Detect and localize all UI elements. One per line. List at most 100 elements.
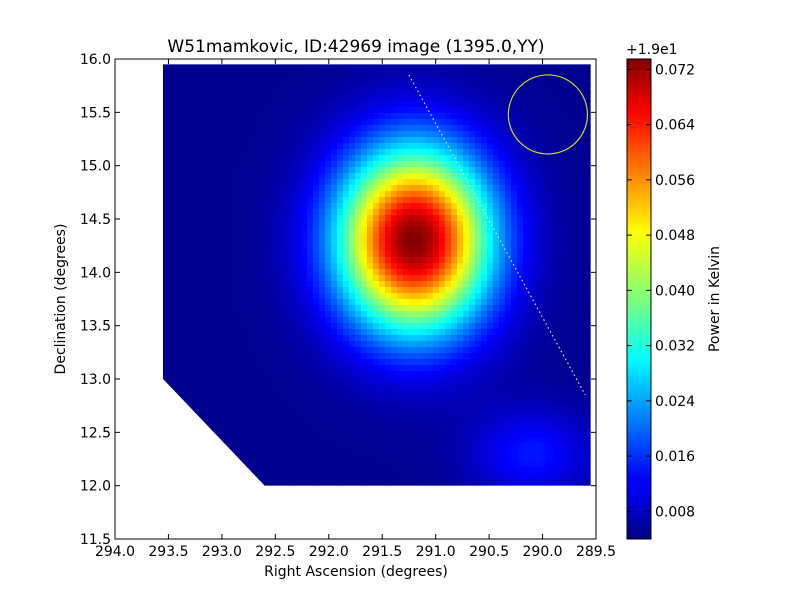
heatmap-cell: [373, 389, 380, 396]
heatmap-cell: [553, 281, 560, 288]
heatmap-cell: [565, 131, 572, 138]
heatmap-cell: [577, 221, 584, 228]
heatmap-cell: [235, 215, 242, 222]
heatmap-cell: [181, 389, 188, 396]
heatmap-cell: [559, 395, 566, 402]
heatmap-cell: [391, 347, 398, 354]
heatmap-cell: [223, 185, 230, 192]
heatmap-cell: [199, 179, 206, 186]
heatmap-cell: [169, 89, 176, 96]
heatmap-cell: [403, 179, 410, 186]
heatmap-cell: [481, 131, 488, 138]
heatmap-cell: [523, 173, 530, 180]
heatmap-cell: [385, 341, 392, 348]
heatmap-cell: [361, 227, 368, 234]
heatmap-cell: [193, 113, 200, 120]
heatmap-cell: [217, 107, 224, 114]
heatmap-cell: [589, 131, 591, 138]
heatmap-cell: [445, 173, 452, 180]
heatmap-cell: [481, 197, 488, 204]
heatmap-cell: [187, 65, 194, 72]
heatmap-cell: [517, 329, 524, 336]
heatmap-cell: [439, 305, 446, 312]
heatmap-cell: [253, 347, 260, 354]
heatmap-cell: [193, 407, 200, 414]
heatmap-cell: [181, 371, 188, 378]
heatmap-cell: [463, 305, 470, 312]
heatmap-cell: [265, 275, 272, 282]
heatmap-cell: [193, 209, 200, 216]
heatmap-cell: [487, 137, 494, 144]
heatmap-cell: [199, 257, 206, 264]
heatmap-cell: [463, 329, 470, 336]
heatmap-cell: [523, 131, 530, 138]
heatmap-cell: [433, 113, 440, 120]
heatmap-cell: [559, 257, 566, 264]
heatmap-cell: [217, 299, 224, 306]
heatmap-cell: [121, 347, 128, 354]
heatmap-cell: [523, 77, 530, 84]
heatmap-cell: [337, 227, 344, 234]
heatmap-cell: [175, 395, 182, 402]
heatmap-cell: [565, 137, 572, 144]
heatmap-cell: [481, 371, 488, 378]
heatmap-cell: [511, 341, 518, 348]
heatmap-cell: [241, 131, 248, 138]
heatmap-cell: [127, 89, 134, 96]
heatmap-cell: [283, 371, 290, 378]
heatmap-cell: [193, 419, 200, 426]
heatmap-cell: [241, 179, 248, 186]
heatmap-cell: [499, 383, 506, 390]
heatmap-cell: [523, 83, 530, 90]
heatmap-cell: [175, 257, 182, 264]
heatmap-cell: [307, 263, 314, 270]
heatmap-cell: [481, 143, 488, 150]
heatmap-cell: [571, 305, 578, 312]
heatmap-cell: [457, 209, 464, 216]
heatmap-cell: [175, 401, 182, 408]
heatmap-cell: [211, 263, 218, 270]
heatmap-cell: [337, 131, 344, 138]
heatmap-cell: [511, 371, 518, 378]
heatmap-cell: [265, 413, 272, 420]
heatmap-cell: [481, 173, 488, 180]
heatmap-cell: [571, 161, 578, 168]
heatmap-cell: [343, 143, 350, 150]
heatmap-cell: [145, 341, 152, 348]
heatmap-cell: [295, 167, 302, 174]
heatmap-cell: [283, 95, 290, 102]
heatmap-cell: [337, 233, 344, 240]
heatmap-cell: [331, 395, 338, 402]
heatmap-cell: [493, 83, 500, 90]
heatmap-cell: [367, 143, 374, 150]
heatmap-cell: [151, 305, 158, 312]
heatmap-cell: [235, 131, 242, 138]
heatmap-cell: [367, 317, 374, 324]
heatmap-cell: [397, 371, 404, 378]
heatmap-cell: [571, 89, 578, 96]
heatmap-cell: [373, 125, 380, 132]
heatmap-cell: [283, 383, 290, 390]
heatmap-cell: [127, 311, 134, 318]
heatmap-cell: [145, 425, 152, 432]
heatmap-cell: [205, 389, 212, 396]
heatmap-cell: [481, 281, 488, 288]
heatmap-cell: [229, 64, 236, 66]
heatmap-cell: [553, 191, 560, 198]
heatmap-cell: [325, 191, 332, 198]
heatmap-cell: [319, 311, 326, 318]
heatmap-cell: [445, 389, 452, 396]
heatmap-cell: [139, 395, 146, 402]
heatmap-cell: [349, 161, 356, 168]
heatmap-cell: [559, 377, 566, 384]
heatmap-cell: [523, 203, 530, 210]
heatmap-cell: [535, 77, 542, 84]
heatmap-cell: [451, 167, 458, 174]
heatmap-cell: [499, 341, 506, 348]
heatmap-cell: [463, 257, 470, 264]
heatmap-cell: [205, 113, 212, 120]
heatmap-cell: [193, 275, 200, 282]
heatmap-cell: [319, 119, 326, 126]
heatmap-cell: [253, 107, 260, 114]
heatmap-cell: [295, 377, 302, 384]
